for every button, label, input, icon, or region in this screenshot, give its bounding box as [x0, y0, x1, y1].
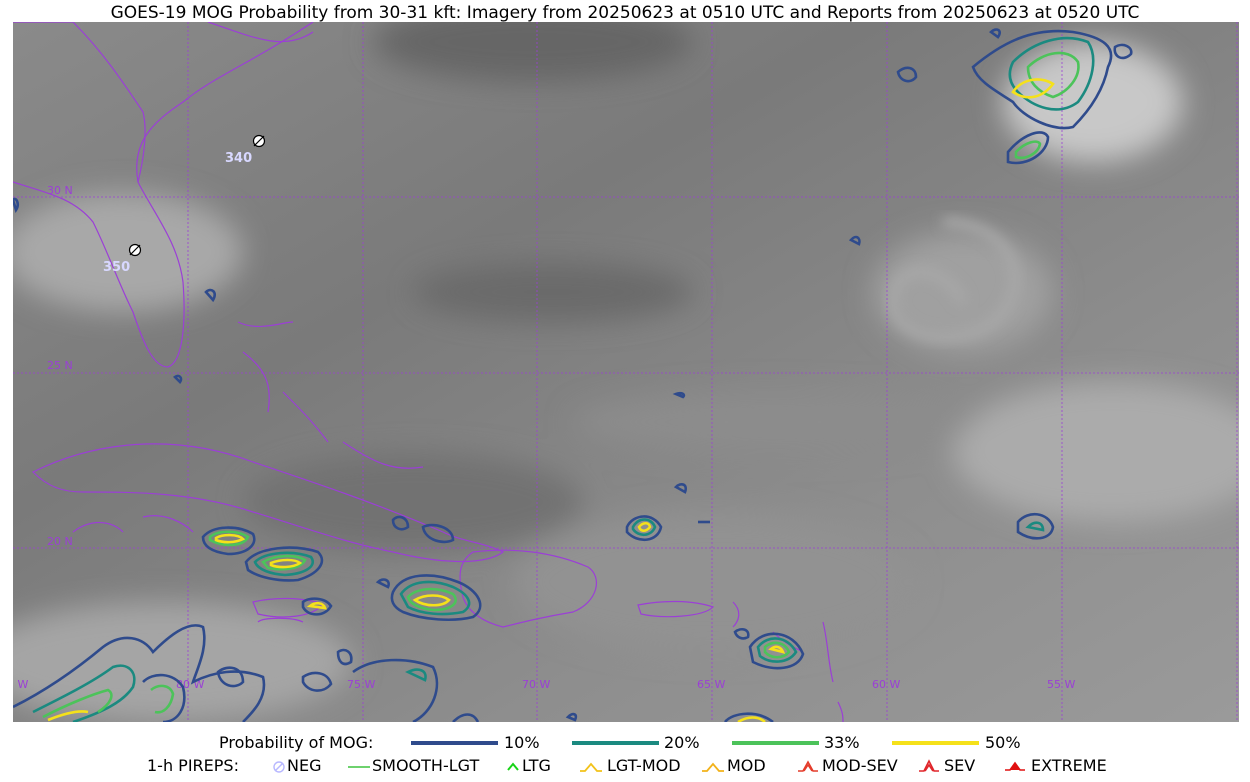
- smooth-lgt-icon: [348, 766, 370, 768]
- contour-cluster-cuba-south: [201, 526, 324, 582]
- pirep-type-mod: MOD: [727, 756, 766, 775]
- mod-sev-icon: [798, 760, 818, 772]
- pirep-type-extreme: EXTREME: [1031, 756, 1107, 775]
- probability-legend-label: Probability of MOG:: [219, 733, 374, 752]
- pirep-flight-level: 350: [103, 260, 130, 275]
- contour-cluster-sw: [13, 197, 578, 722]
- ltg-icon: [507, 762, 519, 771]
- swirl: [887, 217, 1020, 343]
- lon-label-65: 65 W: [697, 678, 725, 691]
- pirep-flight-level: 340: [225, 151, 252, 166]
- lat-label-30: 30 N: [47, 184, 73, 197]
- pirep-markers: 340 350: [103, 134, 266, 276]
- satellite-map: 30 N 25 N 20 N 85 W 80 W 75 W 70 W 65 W …: [13, 22, 1239, 722]
- legend-level-50: 50%: [985, 733, 1021, 752]
- pirep-type-mod-sev: MOD-SEV: [822, 756, 898, 775]
- sev-icon: [919, 759, 939, 772]
- pirep-type-lgt-mod: LGT-MOD: [607, 756, 681, 775]
- pirep-legend: 1-h PIREPS: NEG SMOOTH-LGT LTG LGT-MOD M…: [0, 756, 1250, 776]
- pirep-neg-marker[interactable]: 350: [103, 243, 142, 276]
- legend-level-33: 33%: [824, 733, 860, 752]
- probability-legend: Probability of MOG: 10% 20% 33% 50%: [0, 733, 1250, 753]
- longitude-labels: 85 W 80 W 75 W 70 W 65 W 60 W 55 W: [13, 678, 1075, 691]
- pirep-neg-marker[interactable]: 340: [225, 134, 266, 167]
- pirep-legend-label: 1-h PIREPS:: [147, 756, 239, 775]
- extreme-icon: [1005, 761, 1025, 771]
- lgt-mod-icon: [580, 762, 602, 772]
- latitude-labels: 30 N 25 N 20 N: [47, 184, 73, 548]
- contour-cluster-central: [625, 515, 805, 722]
- pirep-type-smooth-lgt: SMOOTH-LGT: [372, 756, 480, 775]
- neg-icon: [273, 761, 285, 773]
- lon-label-75: 75 W: [347, 678, 375, 691]
- legend-level-20: 20%: [664, 733, 700, 752]
- contour-cluster-east: [672, 235, 1055, 540]
- legend-line-50: [892, 741, 979, 745]
- legend-line-10: [411, 741, 498, 745]
- mod-icon: [702, 762, 724, 772]
- mog-contours: [13, 28, 1133, 722]
- lon-label-70: 70 W: [522, 678, 550, 691]
- pirep-type-sev: SEV: [944, 756, 976, 775]
- legend-line-20: [572, 741, 659, 745]
- lat-label-25: 25 N: [47, 359, 73, 372]
- contour-cluster-ne: [896, 28, 1133, 165]
- legend-line-33: [732, 741, 819, 745]
- contour-cluster-hispaniola: [301, 515, 482, 622]
- lon-label-60: 60 W: [872, 678, 900, 691]
- lat-label-20: 20 N: [47, 535, 73, 548]
- moisture-patterns: [13, 22, 1239, 722]
- lon-label-55: 55 W: [1047, 678, 1075, 691]
- map-title: GOES-19 MOG Probability from 30-31 kft: …: [110, 3, 1140, 23]
- legend-level-10: 10%: [504, 733, 540, 752]
- lon-label-85: 85 W: [13, 678, 28, 691]
- pirep-type-ltg: LTG: [522, 756, 551, 775]
- graticule: [13, 22, 1239, 722]
- pirep-type-neg: NEG: [287, 756, 322, 775]
